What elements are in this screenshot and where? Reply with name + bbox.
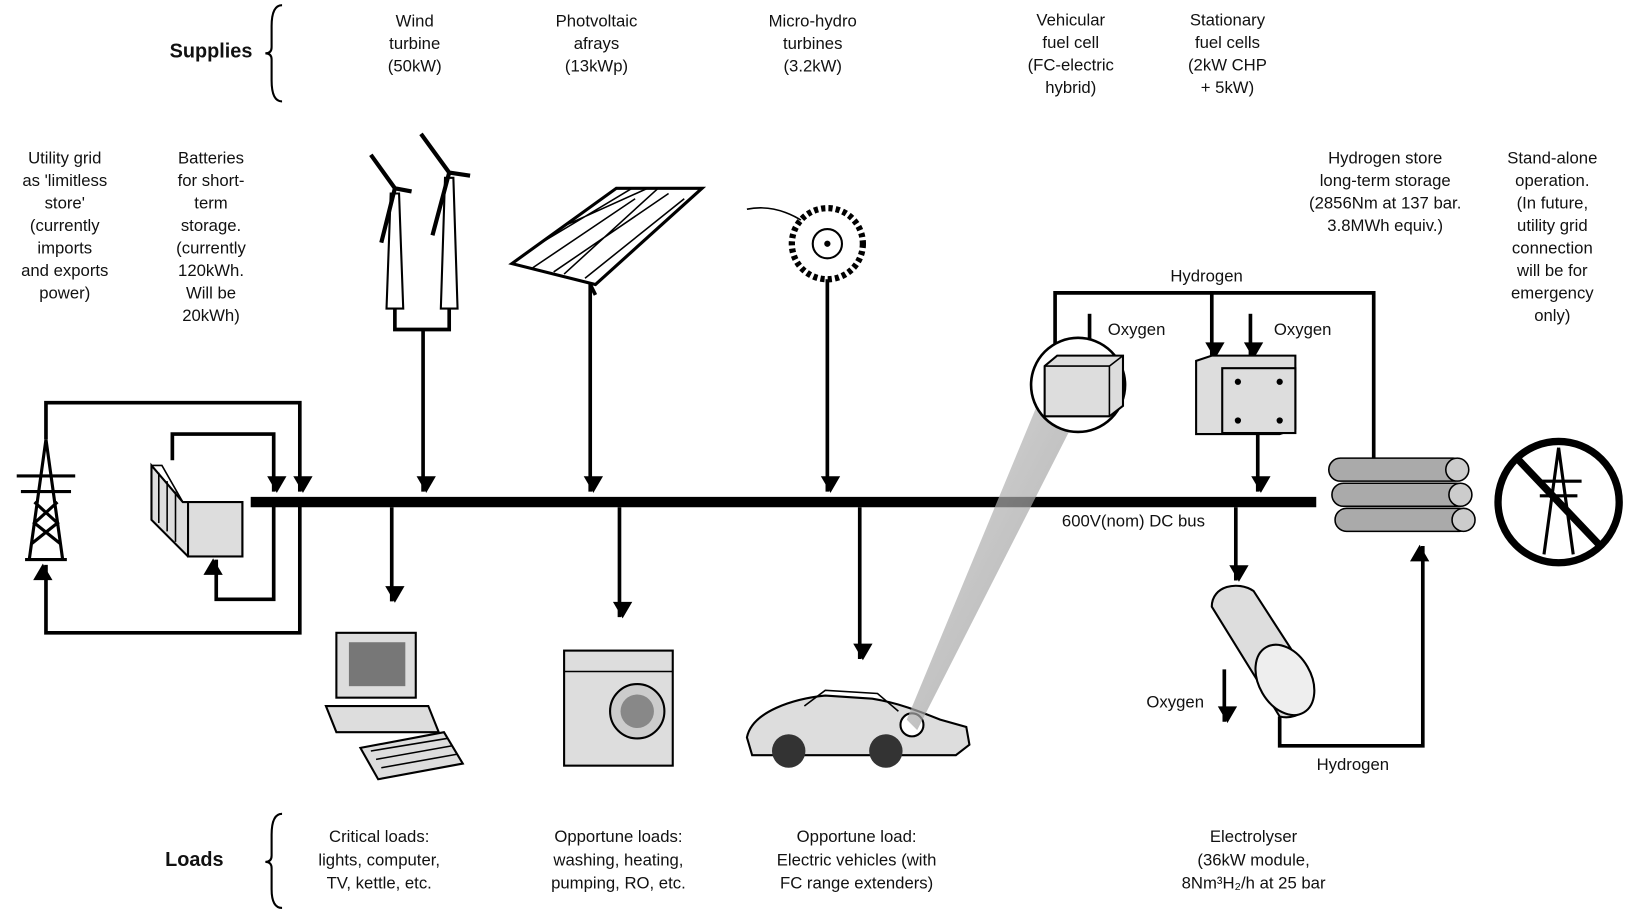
vehicle-fuel-cell-icon	[1029, 336, 1127, 434]
supply-label: fuel cell	[1042, 33, 1099, 52]
load-label: 8Nm³H₂/h at 25 bar	[1182, 873, 1326, 892]
note-label: and exports	[21, 261, 108, 280]
load-label: FC range extenders)	[780, 873, 933, 892]
load-label: (36kW module,	[1197, 850, 1309, 869]
note-label: imports	[37, 238, 92, 257]
load-label: Electrolyser	[1210, 827, 1298, 846]
flow-label: Hydrogen	[1170, 267, 1242, 286]
load-label: Electric vehicles (with	[777, 850, 937, 869]
note-label: Will be	[186, 283, 236, 302]
note-label: only)	[1534, 306, 1570, 325]
supply-label: Photvoltaic	[556, 11, 638, 30]
note-label: Batteries	[178, 148, 244, 167]
note-label: 20kWh)	[182, 306, 240, 325]
note-label: storage.	[181, 216, 241, 235]
braces	[265, 4, 283, 909]
note-label: (In future,	[1517, 193, 1589, 212]
supply-label: (2kW CHP	[1188, 55, 1267, 74]
supply-label: (FC-electric	[1028, 55, 1114, 74]
load-label: Critical loads:	[329, 827, 429, 846]
supply-label: turbines	[783, 34, 842, 53]
supply-label: + 5kW)	[1201, 78, 1254, 97]
supply-label: afrays	[574, 34, 620, 53]
stationary-fuel-cell-icon	[1195, 354, 1297, 436]
note-label: Utility grid	[28, 148, 101, 167]
supply-label: (50kW)	[388, 56, 442, 75]
load-label: washing, heating,	[552, 850, 683, 869]
supply-label: Micro-hydro	[769, 11, 857, 30]
note-label: emergency	[1511, 283, 1594, 302]
hydro-turbine-icon	[746, 205, 867, 283]
load-label: TV, kettle, etc.	[327, 873, 432, 892]
no-grid-icon	[1494, 437, 1623, 567]
solar-panel-icon	[508, 186, 707, 296]
note-label: power)	[39, 283, 90, 302]
flow-label: Oxygen	[1108, 320, 1166, 339]
note-label: as 'limitless	[22, 171, 107, 190]
load-label: Opportune loads:	[554, 827, 682, 846]
note-label: (currently	[176, 238, 246, 257]
labels: Supplies Loads Wind turbine (50kW) Photvoltai…	[21, 10, 1597, 892]
battery-icon	[150, 462, 244, 558]
note-label: operation.	[1515, 171, 1589, 190]
loads-title: Loads	[165, 849, 223, 871]
supply-label: hybrid)	[1045, 78, 1096, 97]
supply-label: Wind	[396, 11, 434, 30]
note-label: will be for	[1516, 261, 1588, 280]
supply-label: fuel cells	[1195, 33, 1260, 52]
hydrogen-tanks-icon	[1328, 457, 1476, 533]
supply-label: (13kWp)	[565, 56, 628, 75]
pylon-icon	[16, 439, 76, 562]
flow-label: Oxygen	[1146, 692, 1204, 711]
note-label: long-term storage	[1320, 171, 1451, 190]
note-label: 120kWh.	[178, 261, 244, 280]
supply-label: Vehicular	[1036, 10, 1105, 29]
supplies-title: Supplies	[170, 41, 253, 63]
note-label: (currently	[30, 216, 100, 235]
load-label: Opportune load:	[797, 827, 917, 846]
car-icon	[745, 689, 971, 768]
note-label: Hydrogen store	[1328, 148, 1442, 167]
flow-label: 600V(nom) DC bus	[1062, 511, 1205, 530]
wind-turbines-icon	[369, 132, 471, 310]
supply-label: Stationary	[1190, 10, 1266, 29]
note-label: for short-	[178, 171, 245, 190]
note-label: (2856Nm at 137 bar.	[1309, 193, 1461, 212]
supply-label: turbine	[389, 34, 440, 53]
note-label: connection	[1512, 238, 1593, 257]
electrolyser-icon	[1210, 584, 1316, 719]
load-label: lights, computer,	[318, 850, 440, 869]
zoom-beam	[906, 387, 1087, 731]
note-label: utility grid	[1517, 216, 1588, 235]
note-label: store'	[45, 193, 85, 212]
computer-icon	[324, 631, 465, 781]
supply-label: (3.2kW)	[783, 56, 841, 75]
load-label: pumping, RO, etc.	[551, 873, 686, 892]
flow-lines	[33, 269, 1430, 748]
note-label: 3.8MWh equiv.)	[1327, 216, 1443, 235]
note-label: term	[194, 193, 227, 212]
flow-label: Oxygen	[1274, 320, 1332, 339]
flow-label: Hydrogen	[1317, 755, 1389, 774]
washing-machine-icon	[563, 649, 674, 767]
note-label: Stand-alone	[1507, 148, 1597, 167]
